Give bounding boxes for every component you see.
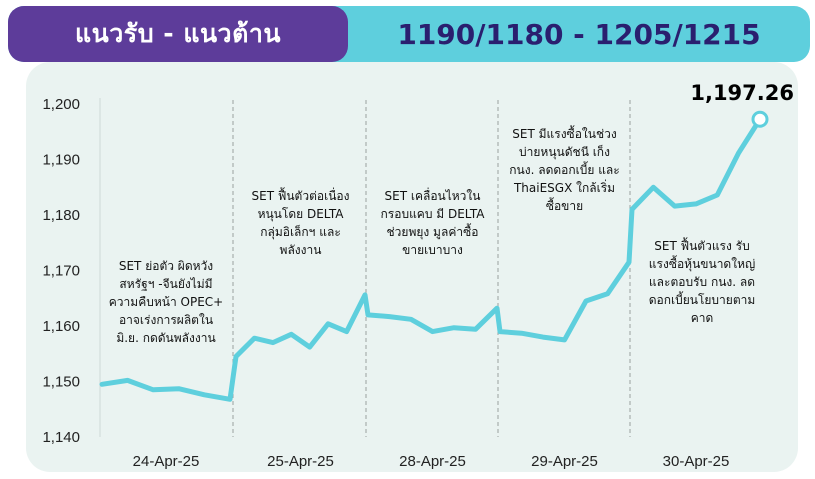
last-point-marker bbox=[751, 110, 769, 128]
annotation-line: ดอกเบี้ยนโยบายตาม bbox=[649, 291, 756, 307]
y-tick-label: 1,150 bbox=[42, 374, 80, 391]
y-tick-label: 1,180 bbox=[42, 207, 80, 224]
annotation-line: คาด bbox=[691, 311, 714, 325]
annotation-line: ความคืบหน้า OPEC+ bbox=[109, 295, 223, 309]
annotation-line: SET ย่อตัว ผิดหวัง bbox=[119, 259, 213, 273]
annotation-line: ซื้อขาย bbox=[546, 197, 583, 213]
y-tick-label: 1,160 bbox=[42, 318, 80, 335]
annotation-line: กรอบแคบ มี DELTA bbox=[381, 207, 486, 221]
x-tick-label: 25-Apr-25 bbox=[267, 453, 334, 470]
x-tick-label: 29-Apr-25 bbox=[531, 453, 598, 470]
annotation-line: อาจเร่งการผลิตใน bbox=[119, 313, 213, 327]
y-tick-label: 1,170 bbox=[42, 263, 80, 280]
annotation-line: และตอบรับ กนง. ลด bbox=[649, 275, 755, 289]
x-tick-label: 30-Apr-25 bbox=[663, 453, 730, 470]
header-right-title: 1190/1180 - 1205/1215 bbox=[397, 17, 761, 51]
annotation-line: กนง. ลดดอกเบี้ย และ bbox=[509, 161, 619, 177]
annotation-line: สหรัฐฯ -จีนยังไม่มี bbox=[119, 277, 212, 291]
annotation-line: ช่วยพยุง มูลค่าซื้อ bbox=[387, 223, 479, 240]
chart-panel bbox=[26, 62, 798, 472]
annotation-line: SET ฟื้นตัวแรง รับ bbox=[654, 237, 750, 253]
annotation-line: ขายเบาบาง bbox=[402, 243, 463, 257]
annotation-line: SET ฟื้นตัวต่อเนื่อง bbox=[252, 187, 350, 203]
last-value-label: 1,197.26 bbox=[690, 81, 794, 105]
annotation-line: กลุ่มอิเล็กฯ และ bbox=[260, 224, 341, 240]
annotation-line: พลังงาน bbox=[280, 243, 322, 257]
y-tick-label: 1,200 bbox=[42, 96, 80, 113]
annotation-line: SET เคลื่อนไหวใน bbox=[385, 187, 481, 203]
annotation-line: แรงซื้อหุ้นขนาดใหญ่ bbox=[649, 255, 755, 272]
x-tick-label: 28-Apr-25 bbox=[399, 453, 466, 470]
x-tick-label: 24-Apr-25 bbox=[133, 453, 200, 470]
y-tick-label: 1,140 bbox=[42, 429, 80, 446]
annotation-line: มิ.ย. กดดันพลังงาน bbox=[116, 331, 215, 345]
annotation-line: SET มีแรงซื้อในช่วง bbox=[512, 125, 616, 141]
annotation-line: หนุนโดย DELTA bbox=[258, 207, 345, 222]
series-line bbox=[99, 116, 763, 402]
header-left-title: แนวรับ - แนวต้าน bbox=[75, 19, 281, 48]
y-tick-label: 1,190 bbox=[42, 152, 80, 169]
header-band-left bbox=[8, 6, 348, 62]
annotation-line: ThaiESGX ใกล้เริ่ม bbox=[513, 179, 615, 195]
annotation-line: บ่ายหนุนดัชนี เก็ง bbox=[519, 144, 610, 160]
